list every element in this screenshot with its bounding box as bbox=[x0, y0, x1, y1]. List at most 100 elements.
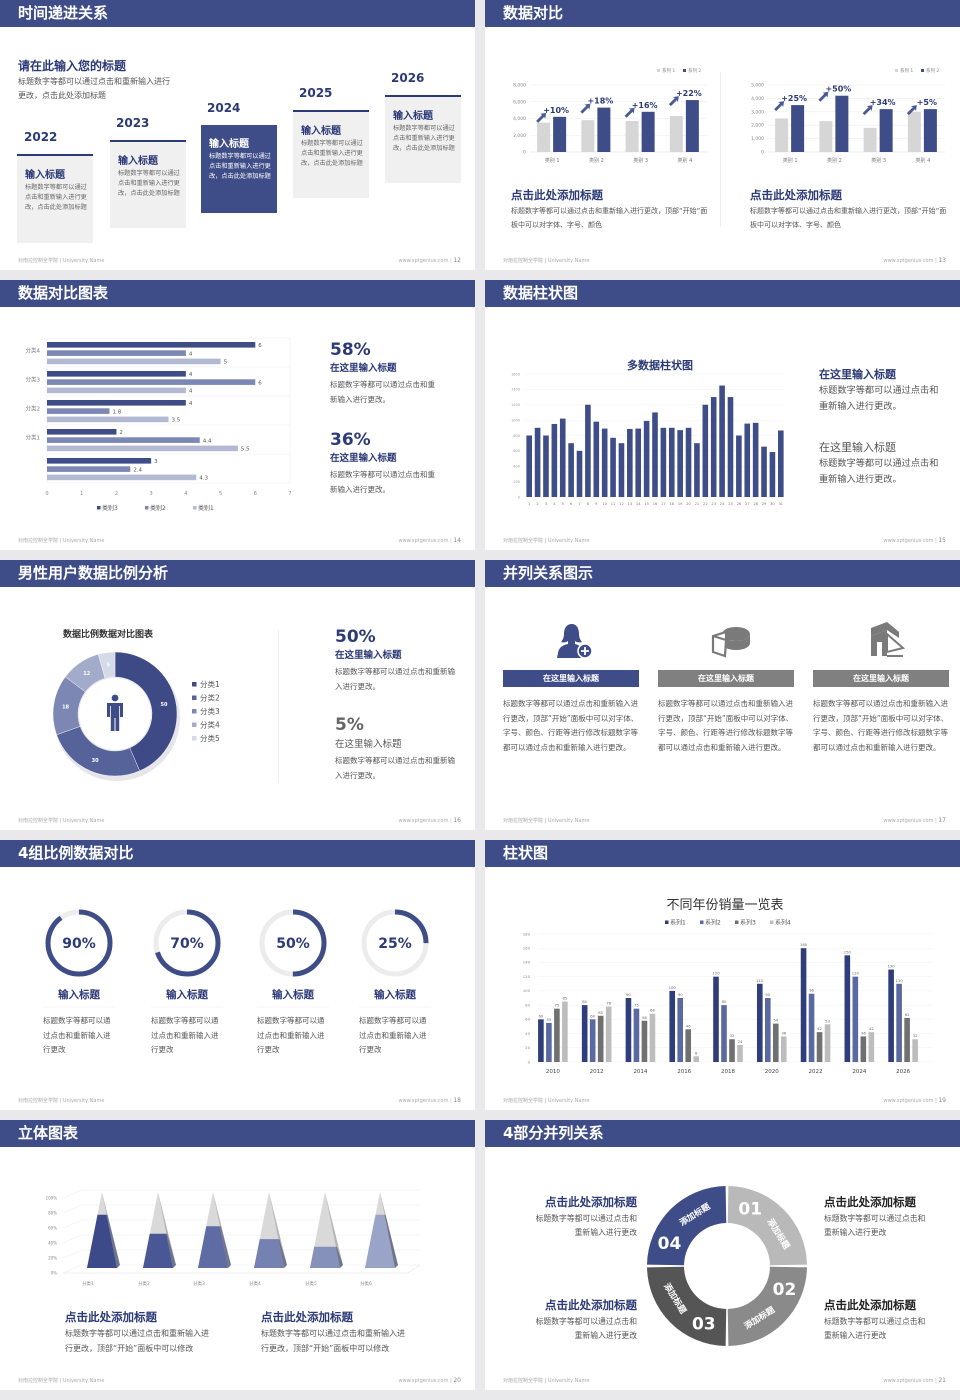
gridline bbox=[62, 1264, 420, 1274]
person-head bbox=[111, 694, 119, 702]
bar bbox=[47, 458, 152, 464]
y-tick-label: 40% bbox=[48, 1240, 57, 1245]
bar bbox=[47, 379, 256, 385]
y-tick-label: 0 bbox=[523, 150, 526, 156]
slide-21[interactable]: 4部分并列关系 01 添加标题 02 添加标题 03 添加标题 04 添加标题 点击此处添加标… bbox=[485, 1120, 960, 1390]
bar bbox=[643, 420, 650, 497]
y-tick-label: 4,000 bbox=[513, 116, 526, 122]
value-label: 90 bbox=[678, 992, 683, 997]
bar bbox=[618, 443, 625, 497]
bar-series-1 bbox=[625, 121, 639, 152]
card-title: 输入标题 bbox=[118, 156, 158, 167]
x-tick-label: 15 bbox=[644, 502, 649, 506]
bar bbox=[610, 437, 616, 497]
slide-16[interactable]: 男性用户数据比例分析 数据比例数据对比图表 50 30 18 12 5 分类1 分类2 分类3… bbox=[0, 560, 475, 830]
bar bbox=[562, 1001, 568, 1062]
category-label: 分类4 bbox=[249, 1280, 261, 1287]
x-tick-label: 29 bbox=[762, 502, 767, 506]
footer-site: www.sptgenius.com | bbox=[883, 1378, 939, 1384]
legend-label: 分类4 bbox=[200, 720, 220, 730]
footer-site: www.sptgenius.com | bbox=[883, 538, 939, 544]
slide-18[interactable]: 4组比例数据对比 90% 70% 50% 25% 输入标题 标题数字等都可以通过点击和重… bbox=[0, 840, 475, 1110]
bar bbox=[744, 423, 751, 497]
timeline-card[interactable]: 输入标题 标题数字等都可以通过点击和重新输入进行更改，点击此处添加标题 bbox=[17, 156, 93, 243]
timeline-card[interactable]: 输入标题 标题数字等都可以通过点击和重新输入进行更改，点击此处添加标题 bbox=[293, 112, 369, 198]
slide-13[interactable]: 数据对比 0 2,000 4,000 6,000 8,000 类别 1 +10% 类别 2 +1… bbox=[485, 0, 960, 270]
y-tick-label: 0 bbox=[761, 150, 764, 156]
pyramid-bar-side bbox=[106, 1214, 120, 1268]
block-title: 点击此处添加标题 bbox=[545, 1298, 637, 1312]
timeline-card[interactable]: 输入标题 标题数字等都可以通过点击和重新输入进行更改，点击此处添加标题 bbox=[110, 142, 186, 228]
timeline-card-highlighted[interactable]: 输入标题 标题数字等都可以通过点击和重新输入进行更改，点击此处添加标题 bbox=[201, 125, 277, 213]
year-label: 2025 bbox=[299, 86, 333, 100]
bar bbox=[559, 418, 566, 497]
block-title: 在这里输入标题 bbox=[819, 368, 896, 381]
slide-title: 数据柱状图 bbox=[503, 284, 579, 302]
plot-frame bbox=[46, 337, 291, 484]
legend-swatch bbox=[192, 722, 197, 727]
value-label: 36 bbox=[781, 1030, 786, 1035]
legend-label: 分类1 bbox=[200, 679, 220, 689]
value-label: 5 bbox=[224, 360, 228, 366]
card-text: 标题数字等都可以通过点击和重新输入进行更改，点击此处添加标题 bbox=[25, 184, 87, 211]
y-tick-label: 140 bbox=[523, 960, 531, 965]
x-tick-label: 3 bbox=[150, 491, 153, 497]
item-text: 标题数字等都可以通过点击和重新输入进行更改，顶部“开始”面板中可以对字体、字号、… bbox=[503, 699, 639, 752]
slide-17[interactable]: 并列关系图示 在这里输入标题 在这里输入标题 在这里输入标题 标题数字等都可以通… bbox=[485, 560, 960, 830]
x-tick-label: 2014 bbox=[633, 1069, 647, 1075]
slide-header: 数据柱状图 bbox=[485, 280, 960, 307]
value-label: 60 bbox=[538, 1013, 543, 1018]
y-tick-label: 1,000 bbox=[751, 136, 764, 142]
bar-series-1 bbox=[863, 127, 877, 152]
legend-label: 系列 2 bbox=[926, 67, 939, 74]
item-label-box[interactable]: 在这里输入标题 bbox=[503, 670, 639, 687]
page-number: 14 bbox=[453, 537, 461, 544]
slide-20[interactable]: 立体图表 0% 20% 40% 60% 80% 100% 分类1 分类2 分类3 分类4 分类5 分类… bbox=[0, 1120, 475, 1390]
growth-arrow-icon bbox=[818, 91, 829, 102]
footer-school: 对南拉控制全学院 | University Name bbox=[18, 538, 105, 544]
item-label-box[interactable]: 在这里输入标题 bbox=[658, 670, 794, 687]
value-label: 4.3 bbox=[199, 476, 208, 482]
legend-swatch bbox=[192, 736, 197, 741]
bar bbox=[685, 1029, 692, 1062]
item-label-box[interactable]: 在这里输入标题 bbox=[813, 670, 949, 687]
bar-series-1 bbox=[669, 115, 683, 152]
pyramid-bar-side bbox=[219, 1226, 231, 1268]
growth-label: +5% bbox=[917, 98, 937, 107]
slide-15[interactable]: 数据柱状图 多数据柱状图 0 200 400 600 800 1000 1200 1400 16… bbox=[485, 280, 960, 550]
ring-text: 标题数字等都可以通过点击和重新输入进行更改 bbox=[43, 1016, 111, 1054]
legend-label: 分类5 bbox=[200, 733, 220, 743]
slide-12[interactable]: 时间递进关系 请在此输入您的标题 标题数字等都可以通过点击和重新输入进行更改，点… bbox=[0, 0, 475, 270]
bar bbox=[526, 435, 532, 497]
segment-number: 01 bbox=[738, 1200, 762, 1220]
bar bbox=[816, 1032, 823, 1062]
timeline-card[interactable]: 输入标题 标题数字等都可以通过点击和重新输入进行更改，点击此处添加标题 bbox=[385, 97, 461, 183]
value-label: 4 bbox=[189, 351, 193, 357]
value-label: 42 bbox=[869, 1026, 874, 1031]
legend-label: 系列2 bbox=[705, 919, 721, 927]
footer-school: 对南拉控制全学院 | University Name bbox=[18, 818, 105, 824]
growth-label: +10% bbox=[543, 106, 569, 115]
x-tick-label: 20 bbox=[686, 502, 691, 506]
slide-19[interactable]: 柱状图 不同年份销量一览表 0 20 40 60 80 100 120 140 160 180 60… bbox=[485, 840, 960, 1110]
category-label: 类别 1 bbox=[783, 157, 798, 164]
caption-title: 点击此处添加标题 bbox=[261, 1310, 353, 1324]
page-number: 15 bbox=[938, 537, 946, 544]
page-number: 17 bbox=[938, 817, 946, 824]
block-title: 点击此处添加标题 bbox=[824, 1195, 916, 1209]
donut-slice bbox=[56, 726, 140, 777]
ring-title: 输入标题 bbox=[374, 989, 416, 1001]
y-tick-label: 120 bbox=[523, 974, 531, 979]
value-label: 65 bbox=[598, 1010, 603, 1015]
y-tick-label: 5,000 bbox=[751, 83, 764, 89]
growth-label: +16% bbox=[632, 101, 658, 110]
legend-label: 类别2 bbox=[150, 504, 166, 512]
slide-14[interactable]: 数据对比图表 分类4 6 4 5 分类3 4 6 4 分类2 4 1.8 3.5 分类1 2 4.4 5.5 3… bbox=[0, 280, 475, 550]
bar bbox=[47, 350, 186, 356]
stat-text: 标题数字等都可以通过点击和重新输入进行更改。 bbox=[335, 667, 455, 691]
bar-series-1 bbox=[819, 121, 833, 152]
legend-label: 系列1 bbox=[670, 919, 686, 927]
heading: 请在此输入您的标题 bbox=[18, 59, 127, 73]
user-add-icon bbox=[557, 624, 593, 659]
bar bbox=[568, 443, 574, 497]
